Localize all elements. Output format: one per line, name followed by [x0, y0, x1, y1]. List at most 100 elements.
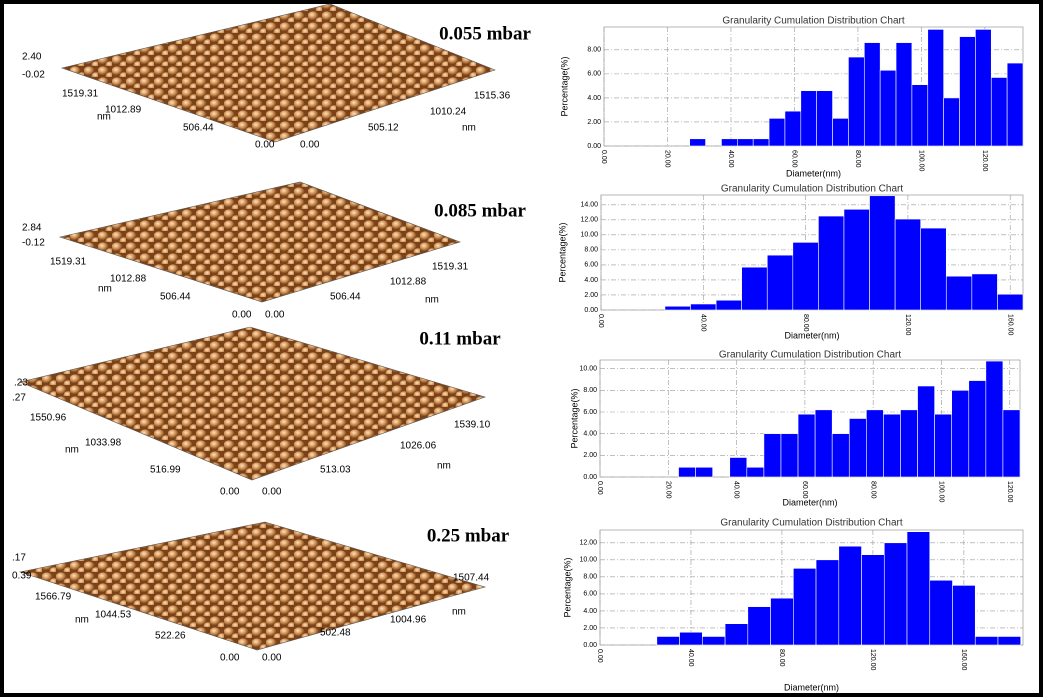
bar: [817, 91, 833, 146]
figure: 0.055 mbar2.40-0.021519.311012.89506.440…: [0, 0, 1043, 697]
x-tick-label: 506.44: [330, 292, 361, 303]
y-tick-label: 6.00: [583, 591, 597, 598]
x-tick-label: 120.00: [981, 150, 988, 172]
x-tick-label: 0.00: [262, 487, 282, 498]
y-tick-label: 0.00: [583, 642, 597, 649]
bar: [921, 228, 947, 310]
x-tick-label: 40.00: [687, 649, 694, 667]
bar: [725, 624, 748, 645]
bar: [895, 219, 921, 310]
bar: [742, 267, 768, 310]
x-tick-label: 502.48: [320, 628, 351, 639]
bar: [748, 607, 771, 645]
bar: [781, 434, 798, 477]
y-tick-label: 1519.31: [50, 257, 87, 268]
bar: [864, 43, 880, 146]
bar: [986, 361, 1003, 477]
bar: [747, 467, 764, 477]
x-axis-label: Diameter(nm): [786, 168, 841, 178]
bar: [764, 434, 781, 477]
y-tick-label: 522.26: [155, 631, 186, 642]
bar: [793, 568, 816, 645]
y-tick-label: 0.00: [220, 487, 240, 498]
y-tick-label: 0.00: [584, 307, 598, 314]
bar: [884, 543, 907, 645]
y-tick-label: 8.00: [584, 247, 598, 254]
chart-title: Granularity Cumulation Distribution Char…: [720, 518, 903, 529]
x-tick-label: 1539.10: [454, 420, 491, 431]
z-tick-label: -0.12: [22, 238, 45, 249]
y-tick-label: 8.00: [583, 574, 597, 581]
x-tick-label: 120.00: [869, 649, 876, 671]
page: {"afm_panels": [ {"pressure": "0.055 mba…: [0, 0, 1043, 697]
unit-label: nm: [425, 295, 439, 306]
x-tick-label: 40.00: [727, 150, 734, 168]
bar: [969, 381, 986, 477]
y-tick-label: 1033.98: [85, 438, 122, 449]
bar: [928, 29, 944, 146]
y-tick-label: 10.00: [580, 232, 598, 239]
x-tick-label: 60.00: [791, 150, 798, 168]
bar: [975, 29, 991, 146]
bar: [769, 118, 785, 146]
bar: [815, 410, 832, 477]
bar: [721, 139, 737, 146]
x-tick-label: 60.00: [801, 481, 808, 499]
y-tick-label: 506.44: [183, 123, 214, 134]
x-tick-label: 0.00: [265, 310, 285, 321]
y-tick-label: 0.00: [220, 653, 240, 664]
x-axis-label: Diameter(nm): [782, 497, 837, 507]
y-tick-label: 12.00: [579, 540, 597, 547]
bar: [848, 57, 864, 146]
x-tick-label: 20.00: [664, 481, 671, 499]
y-axis-label: Percentage(%): [557, 222, 567, 282]
bar: [883, 414, 900, 477]
bar: [844, 209, 870, 310]
pressure-label: 0.11 mbar: [419, 328, 501, 349]
y-tick-label: 10.00: [579, 366, 597, 373]
y-tick-label: 4.00: [587, 95, 601, 102]
y-tick-label: 506.44: [160, 292, 191, 303]
x-tick-label: 1507.44: [453, 573, 490, 584]
bar: [816, 560, 839, 645]
unit-label: nm: [452, 607, 466, 618]
pressure-label: 0.055 mbar: [439, 23, 531, 44]
x-tick-label: 120.00: [904, 314, 911, 336]
bar: [880, 70, 896, 146]
unit-label: nm: [97, 112, 111, 123]
bar: [1003, 410, 1020, 477]
y-axis-label: Percentage(%): [562, 557, 572, 617]
bar: [862, 555, 885, 645]
bar: [866, 410, 883, 477]
x-tick-label: 505.12: [368, 123, 399, 134]
bar: [930, 580, 953, 645]
x-tick-label: 160.00: [960, 649, 967, 671]
bar: [679, 467, 696, 477]
y-tick-label: 0.00: [587, 143, 601, 150]
x-axis-label: Diameter(nm): [784, 330, 839, 340]
x-tick-label: 80.00: [869, 481, 876, 499]
bar: [730, 458, 747, 478]
y-tick-label: 2.00: [584, 292, 598, 299]
bar: [696, 467, 713, 477]
y-tick-label: 4.00: [584, 277, 598, 284]
y-tick-label: 516.99: [150, 465, 181, 476]
chart-title: Granularity Cumulation Distribution Char…: [722, 16, 905, 27]
x-tick-label: 1519.31: [432, 262, 469, 273]
z-tick-label: .23: [14, 378, 28, 389]
y-tick-label: 6.00: [584, 262, 598, 269]
y-tick-label: 4.00: [583, 608, 597, 615]
y-axis-label: Percentage(%): [569, 388, 579, 448]
chart-title: Granularity Cumulation Distribution Char…: [721, 184, 904, 195]
z-tick-label: 2.84: [22, 223, 42, 234]
y-axis-label: Percentage(%): [559, 56, 569, 116]
bar: [690, 139, 706, 146]
y-tick-label: 8.00: [583, 387, 597, 394]
unit-label: nm: [65, 445, 79, 456]
bar: [849, 419, 866, 478]
unit-label: nm: [462, 123, 476, 134]
bar: [975, 636, 998, 645]
y-tick-label: 4.00: [583, 431, 597, 438]
bar: [870, 196, 896, 310]
x-tick-label: 40.00: [699, 314, 706, 332]
